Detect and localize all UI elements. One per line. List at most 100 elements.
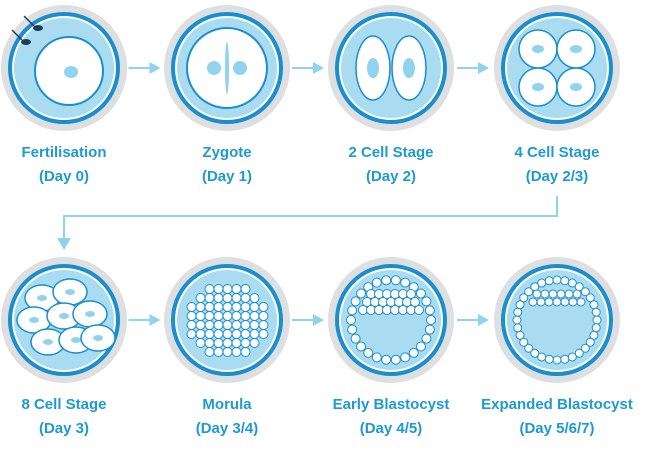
connector-arrowhead bbox=[57, 238, 71, 250]
cell bbox=[213, 329, 224, 339]
stage-day: (Day 3) bbox=[39, 420, 89, 437]
cell bbox=[556, 289, 566, 299]
sperm bbox=[21, 39, 31, 45]
stage-day: (Day 3/4) bbox=[196, 420, 259, 437]
arrow-head bbox=[478, 62, 489, 74]
cell bbox=[560, 276, 570, 286]
nucleus bbox=[570, 83, 582, 91]
division bbox=[225, 42, 229, 94]
cell bbox=[513, 323, 523, 333]
cell bbox=[519, 337, 529, 347]
cell bbox=[574, 348, 584, 358]
pronucleus bbox=[207, 61, 221, 75]
stage-name: Fertilisation bbox=[21, 144, 106, 161]
cell bbox=[347, 324, 358, 335]
cell bbox=[231, 284, 242, 294]
cell bbox=[524, 287, 534, 297]
cell bbox=[258, 329, 269, 339]
cell bbox=[195, 311, 206, 321]
stage-name: 2 Cell Stage bbox=[348, 144, 433, 161]
cell bbox=[424, 324, 435, 335]
cell bbox=[222, 302, 233, 312]
cell bbox=[195, 320, 206, 330]
cell bbox=[572, 289, 582, 299]
stage-name: 8 Cell Stage bbox=[21, 396, 106, 413]
cell bbox=[568, 297, 578, 307]
cell bbox=[567, 352, 577, 362]
cell bbox=[591, 307, 601, 317]
cell bbox=[204, 320, 215, 330]
stage-fluid bbox=[507, 18, 607, 118]
cell bbox=[589, 300, 599, 310]
nucleus bbox=[403, 58, 415, 78]
stage-fluid bbox=[341, 270, 441, 370]
cell bbox=[204, 329, 215, 339]
cell bbox=[532, 289, 542, 299]
nucleus bbox=[93, 335, 103, 341]
cell bbox=[426, 315, 436, 325]
cell bbox=[381, 354, 392, 365]
cell bbox=[240, 311, 251, 321]
cell bbox=[363, 347, 374, 358]
nucleus bbox=[43, 339, 53, 345]
cell bbox=[537, 352, 547, 362]
cell bbox=[240, 338, 251, 348]
nucleus bbox=[570, 45, 582, 53]
stage: 2 Cell Stage (Day 2) bbox=[328, 5, 454, 185]
cell bbox=[371, 352, 382, 363]
cell bbox=[222, 284, 233, 294]
cell bbox=[536, 297, 546, 307]
stage-day: (Day 4/5) bbox=[360, 420, 423, 437]
cell bbox=[240, 320, 251, 330]
cell bbox=[567, 278, 577, 288]
cell bbox=[528, 297, 538, 307]
cell bbox=[552, 275, 562, 285]
cell bbox=[249, 302, 260, 312]
cell bbox=[515, 330, 525, 340]
cell bbox=[249, 329, 260, 339]
cell bbox=[222, 293, 233, 303]
stage-name: Morula bbox=[202, 396, 252, 413]
cell bbox=[537, 278, 547, 288]
cell bbox=[592, 315, 602, 325]
cell bbox=[258, 302, 269, 312]
cell bbox=[519, 293, 529, 303]
cell bbox=[552, 297, 562, 307]
cell bbox=[347, 305, 358, 316]
cell bbox=[195, 293, 206, 303]
cell bbox=[530, 348, 540, 358]
pronucleus bbox=[233, 61, 247, 75]
arrow-head bbox=[313, 62, 324, 74]
cell bbox=[414, 305, 424, 315]
cell bbox=[240, 302, 251, 312]
cell bbox=[195, 329, 206, 339]
cell bbox=[195, 302, 206, 312]
cell bbox=[591, 323, 601, 333]
cell bbox=[548, 289, 558, 299]
cell bbox=[213, 311, 224, 321]
stage-fluid bbox=[507, 270, 607, 370]
cell bbox=[576, 297, 586, 307]
cell bbox=[400, 277, 411, 288]
arrow-head bbox=[149, 62, 161, 74]
cell bbox=[552, 355, 562, 365]
cell bbox=[204, 293, 215, 303]
nucleus bbox=[71, 337, 81, 343]
cell bbox=[350, 333, 361, 344]
cell bbox=[415, 288, 426, 299]
cell bbox=[231, 320, 242, 330]
cell bbox=[222, 347, 233, 357]
sperm-tail bbox=[11, 29, 23, 41]
nucleus bbox=[29, 317, 39, 323]
cell bbox=[406, 289, 416, 299]
cell bbox=[400, 352, 411, 363]
cell bbox=[240, 293, 251, 303]
cell bbox=[580, 287, 590, 297]
cell bbox=[524, 343, 534, 353]
cell bbox=[346, 315, 356, 325]
arrow-head bbox=[149, 314, 161, 326]
stage-name: Expanded Blastocyst bbox=[481, 396, 633, 413]
cell bbox=[421, 333, 432, 344]
stage: Zygote (Day 1) bbox=[164, 5, 290, 185]
stage: 8 Cell Stage (Day 3) bbox=[1, 257, 127, 437]
